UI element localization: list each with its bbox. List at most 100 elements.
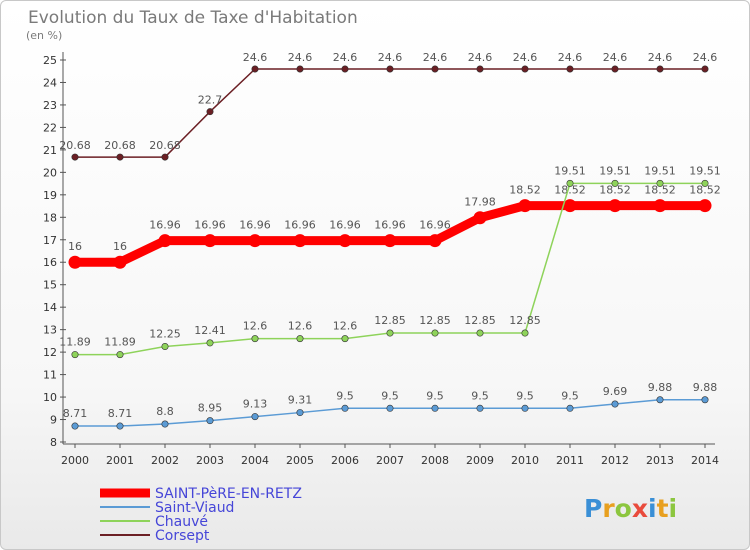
logo-letter: t (657, 494, 669, 523)
data-point (116, 422, 124, 430)
data-point (116, 153, 124, 161)
legend-label: Chauvé (155, 514, 208, 530)
data-point (386, 329, 394, 337)
data-point (251, 413, 259, 421)
data-point (116, 351, 124, 359)
data-label: 8.95 (198, 402, 223, 415)
data-label: 9.13 (243, 398, 268, 411)
data-label: 18.52 (689, 184, 721, 197)
data-label: 16 (113, 240, 127, 253)
data-point (158, 234, 172, 248)
chart-subtitle: (en %) (26, 29, 62, 42)
x-tick-label: 2008 (421, 454, 449, 467)
data-point (206, 417, 214, 425)
data-point (698, 199, 712, 213)
data-point (518, 199, 532, 213)
data-label: 11.89 (59, 336, 91, 349)
data-label: 19.51 (644, 164, 676, 177)
data-label: 12.6 (288, 320, 313, 333)
logo-letter: x (632, 494, 648, 523)
data-label: 16 (68, 240, 82, 253)
logo-letter: o (615, 494, 632, 523)
x-tick-label: 2014 (691, 454, 719, 467)
data-label: 9.69 (603, 385, 628, 398)
series-saint-viaud: 8.71 8.71 8.8 8.95 9.13 9.31 9.5 9.5 9.5 9.5 9.5 9.… (63, 381, 718, 430)
data-point (296, 65, 304, 73)
data-point (521, 329, 529, 337)
data-label: 12.41 (194, 324, 226, 337)
data-label: 24.6 (333, 51, 358, 64)
data-label: 24.6 (648, 51, 673, 64)
data-point (71, 422, 79, 430)
series-line (75, 201, 705, 267)
y-tick-label: 10 (43, 391, 57, 404)
data-point (653, 199, 667, 213)
series-corsept: 20.68 20.68 20.68 22.7 24.6 24.6 24.6 24.6 24.6 2… (59, 51, 717, 161)
data-point (341, 65, 349, 73)
data-label: 18.52 (644, 184, 676, 197)
data-label: 9.5 (381, 389, 399, 402)
y-tick-label: 19 (43, 189, 57, 202)
logo-text: Proxiti (584, 494, 677, 523)
data-point (68, 255, 82, 269)
data-point (476, 65, 484, 73)
data-label: 18.52 (509, 184, 541, 197)
data-point (338, 234, 352, 248)
x-tick-label: 2003 (196, 454, 224, 467)
legend-label: Saint-Viaud (155, 500, 234, 516)
data-label: 16.96 (374, 219, 406, 232)
data-point (431, 404, 439, 412)
data-label: 9.88 (693, 381, 718, 394)
data-label: 20.68 (104, 139, 136, 152)
data-label: 20.68 (59, 139, 91, 152)
data-label: 20.68 (149, 139, 181, 152)
data-label: 24.6 (288, 51, 313, 64)
data-label: 19.51 (689, 164, 721, 177)
data-point (251, 335, 259, 343)
y-tick-label: 24 (43, 76, 57, 89)
data-label: 16.96 (419, 219, 451, 232)
x-tick-label: 2004 (241, 454, 269, 467)
data-point (206, 108, 214, 116)
data-point (608, 199, 622, 213)
data-label: 12.85 (374, 314, 406, 327)
data-point (611, 65, 619, 73)
data-point (473, 211, 487, 225)
data-label: 16.96 (329, 219, 361, 232)
data-label: 24.6 (603, 51, 628, 64)
data-label: 12.85 (464, 314, 496, 327)
series-chauv-: 11.89 11.89 12.25 12.41 12.6 12.6 12.6 12.85 12.… (59, 164, 721, 359)
data-point (701, 396, 709, 404)
y-tick-label: 8 (50, 436, 57, 449)
data-point (206, 339, 214, 347)
series-layer: 20.68 20.68 20.68 22.7 24.6 24.6 24.6 24.6 24.6 2… (59, 51, 721, 430)
data-point (566, 404, 574, 412)
y-tick-label: 23 (43, 99, 57, 112)
data-label: 16.96 (284, 219, 316, 232)
x-tick-label: 2013 (646, 454, 674, 467)
data-label: 24.6 (378, 51, 403, 64)
data-label: 9.5 (516, 389, 534, 402)
y-tick-label: 12 (43, 346, 57, 359)
data-point (656, 65, 664, 73)
data-label: 12.85 (509, 314, 541, 327)
data-label: 9.88 (648, 381, 673, 394)
data-point (341, 335, 349, 343)
data-point (701, 65, 709, 73)
data-label: 17.98 (464, 196, 496, 209)
y-tick-label: 14 (43, 301, 57, 314)
data-label: 9.5 (471, 389, 489, 402)
data-point (296, 335, 304, 343)
data-label: 16.96 (149, 219, 181, 232)
data-point (248, 234, 262, 248)
data-label: 24.6 (468, 51, 493, 64)
x-tick-label: 2000 (61, 454, 89, 467)
legend-label: Corsept (155, 528, 210, 544)
data-point (293, 234, 307, 248)
x-tick-label: 2005 (286, 454, 314, 467)
proxiti-logo: Proxiti (584, 494, 677, 523)
x-tick-label: 2007 (376, 454, 404, 467)
x-tick-label: 2006 (331, 454, 359, 467)
data-point (521, 404, 529, 412)
